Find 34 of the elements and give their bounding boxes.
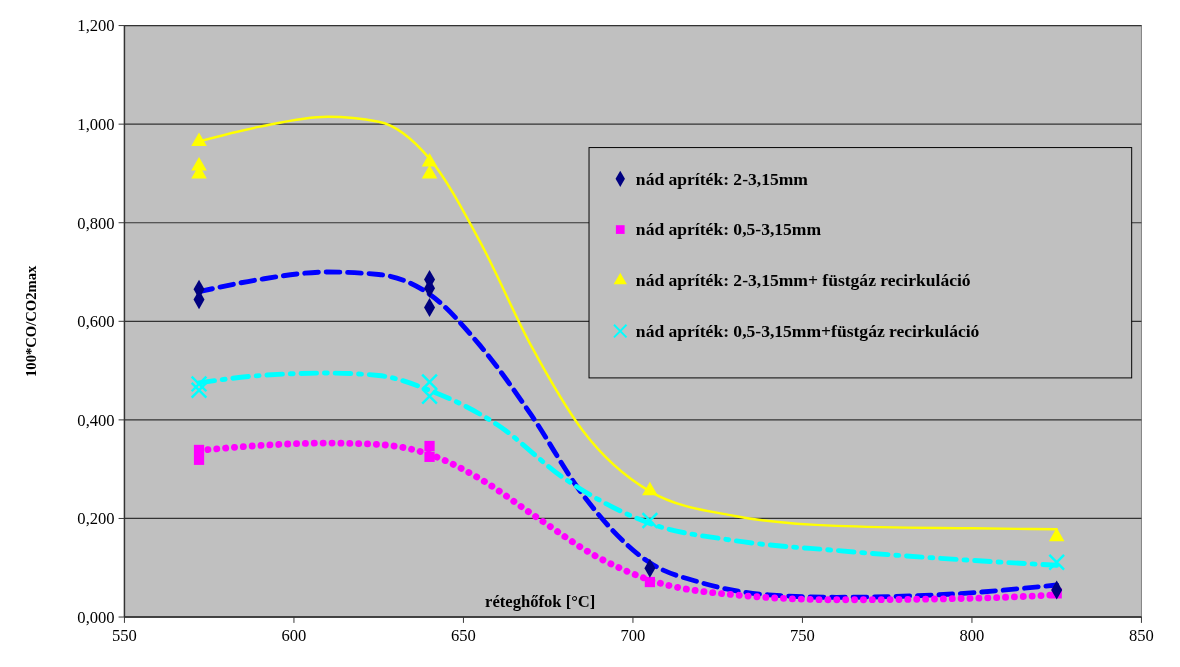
x-tick-label: 750 [790,626,815,646]
y-tick-label: 1,000 [77,115,115,134]
point [424,451,435,462]
point [641,511,659,529]
point [424,440,435,452]
point [190,375,208,393]
y-tick-label: 0,000 [77,607,115,627]
point [420,387,439,405]
y-tick-label: 0,400 [77,410,115,430]
x-tick-label: 650 [451,626,476,646]
point [190,381,208,399]
point [193,454,205,465]
y-tick-label: 1,200 [77,16,115,36]
legend-label: nád apríték: 2-3,15mm+ füstgáz recirkuláció [635,270,971,291]
point [644,576,656,588]
x-axis-title: réteghőfok [°C] [485,592,596,612]
point [420,373,439,391]
y-axis-title: 100*CO/CO2max [22,264,39,377]
point [1048,553,1066,571]
x-tick-label: 700 [620,626,646,646]
y-tick-label: 0,600 [77,312,115,332]
y-tick-label: 0,200 [77,509,115,529]
y-tick-label: 0,800 [77,213,115,233]
legend-label: nád apríték: 0,5-3,15mm+füstgáz recirkuláció [635,320,980,341]
point [193,444,205,456]
point [421,164,438,179]
x-tick-label: 850 [1129,626,1154,646]
point [421,153,438,167]
legend-label: nád apríték: 2-3,15mm [635,168,809,189]
x-tick-label: 800 [959,626,985,646]
x-tick-label: 600 [281,626,307,646]
legend-label: nád apríték: 0,5-3,15mm [635,219,822,240]
x-tick-label: 550 [112,626,137,646]
point [191,132,207,146]
